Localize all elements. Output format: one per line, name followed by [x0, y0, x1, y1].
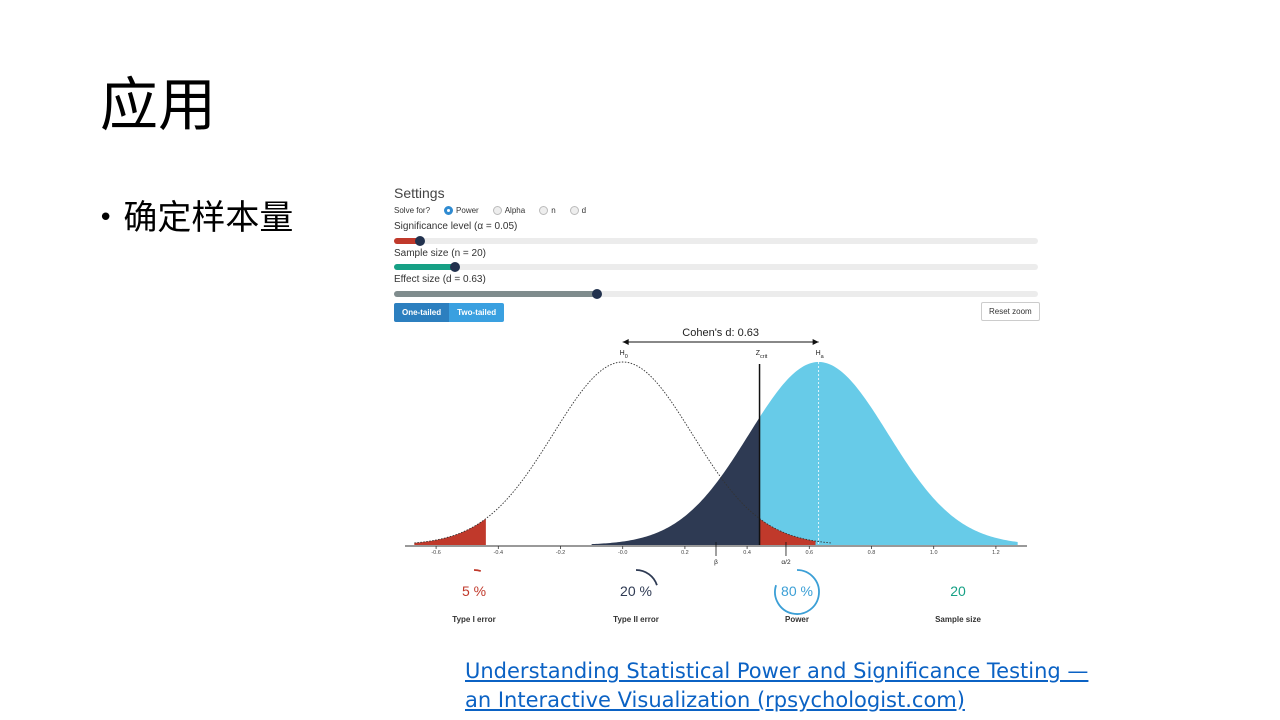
beta-area [591, 417, 760, 545]
slider-fill [394, 264, 456, 270]
slider-handle[interactable] [414, 236, 425, 246]
zcrit-label: Zcrit [756, 350, 768, 360]
power-widget-screenshot: Settings Solve for? Power Alpha n d Sign… [393, 182, 1043, 632]
solve-for-row: Solve for? Power Alpha n d [394, 206, 586, 215]
source-link[interactable]: Understanding Statistical Power and Sign… [465, 657, 1088, 715]
stat-label: Power [784, 615, 809, 624]
stat-type-i-error: 5 % Type I error [414, 583, 534, 624]
bullet-item: • 确定样本量 [98, 196, 293, 240]
settings-title: Settings [394, 185, 445, 201]
radio-empty-icon [539, 206, 549, 215]
x-tick-label: 1.2 [992, 550, 1000, 556]
effect-size-slider[interactable] [394, 289, 1038, 299]
sample-size-label: Sample size (n = 20) [394, 248, 486, 259]
x-tick-label: -0.0 [618, 550, 627, 556]
x-tick-label: 0.8 [868, 550, 876, 556]
stat-label: Sample size [935, 615, 981, 624]
stat-arc [473, 569, 482, 572]
distribution-chart: -0.6 -0.4 -0.2 -0.0 0.2 0.4 0.6 0.8 1.0 1.2 β α/2 Co… [405, 327, 1027, 615]
ha-label: Ha [816, 350, 825, 360]
tail-toggle: One-tailed Two-tailed [394, 303, 505, 322]
x-tick-label: 0.2 [681, 550, 689, 556]
solve-for-label: Solve for? [394, 206, 431, 215]
one-tailed-button[interactable]: One-tailed [394, 303, 450, 322]
stat-type-ii-error: 20 % Type II error [576, 583, 696, 624]
arrow-right-head [812, 339, 819, 345]
slider-fill [394, 238, 420, 244]
stat-sample-size: 20 Sample size [898, 583, 1018, 624]
alpha2-label: α/2 [781, 559, 791, 566]
significance-label: Significance level (α = 0.05) [394, 221, 518, 232]
radio-d[interactable]: d [569, 206, 586, 215]
radio-empty-icon [569, 206, 579, 215]
radio-n[interactable]: n [539, 206, 556, 215]
stat-value: 5 % [461, 583, 487, 599]
h0-curve [414, 361, 832, 544]
arrow-left-head [622, 339, 629, 345]
stat-label: Type II error [613, 615, 659, 624]
stat-arc [635, 569, 658, 586]
slider-handle[interactable] [450, 262, 461, 272]
significance-slider[interactable] [394, 236, 1038, 246]
radio-power[interactable]: Power [444, 206, 479, 215]
stat-value: 80 % [781, 583, 813, 599]
x-tick-label: 0.4 [743, 550, 751, 556]
stat-label: Type I error [452, 615, 496, 624]
bullet-text: 确定样本量 [123, 198, 294, 238]
effect-size-label: Effect size (d = 0.63) [394, 274, 486, 285]
slider-handle[interactable] [591, 289, 602, 299]
radio-empty-icon [492, 206, 502, 215]
source-link-line2: an Interactive Visualization (rpsycholog… [465, 688, 965, 712]
stat-arc [774, 569, 820, 615]
sample-size-slider[interactable] [394, 262, 1038, 272]
source-link-line1: Understanding Statistical Power and Sign… [465, 659, 1089, 683]
x-tick-label: 1.0 [930, 550, 938, 556]
reset-zoom-button[interactable]: Reset zoom [981, 302, 1040, 321]
two-tailed-button[interactable]: Two-tailed [449, 303, 505, 322]
stat-value: 20 [950, 583, 966, 599]
stat-power: 80 % Power [737, 583, 857, 624]
slide-title: 应用 [100, 71, 217, 139]
x-tick-label: 0.6 [805, 550, 813, 556]
x-tick-label: -0.2 [556, 550, 565, 556]
stat-value: 20 % [620, 583, 652, 599]
x-tick-label: -0.4 [494, 550, 503, 556]
beta-label: β [714, 559, 718, 566]
slider-fill [394, 291, 597, 297]
chart-title: Cohen's d: 0.63 [682, 327, 759, 339]
h0-label: H0 [620, 350, 628, 360]
x-tick-label: -0.6 [431, 550, 440, 556]
bullet-dot-icon: • [98, 203, 114, 233]
alpha-area-left [414, 518, 486, 545]
alpha-area-right [759, 518, 816, 545]
radio-selected-icon [444, 206, 454, 215]
radio-alpha[interactable]: Alpha [492, 206, 525, 215]
power-area [759, 362, 1018, 545]
